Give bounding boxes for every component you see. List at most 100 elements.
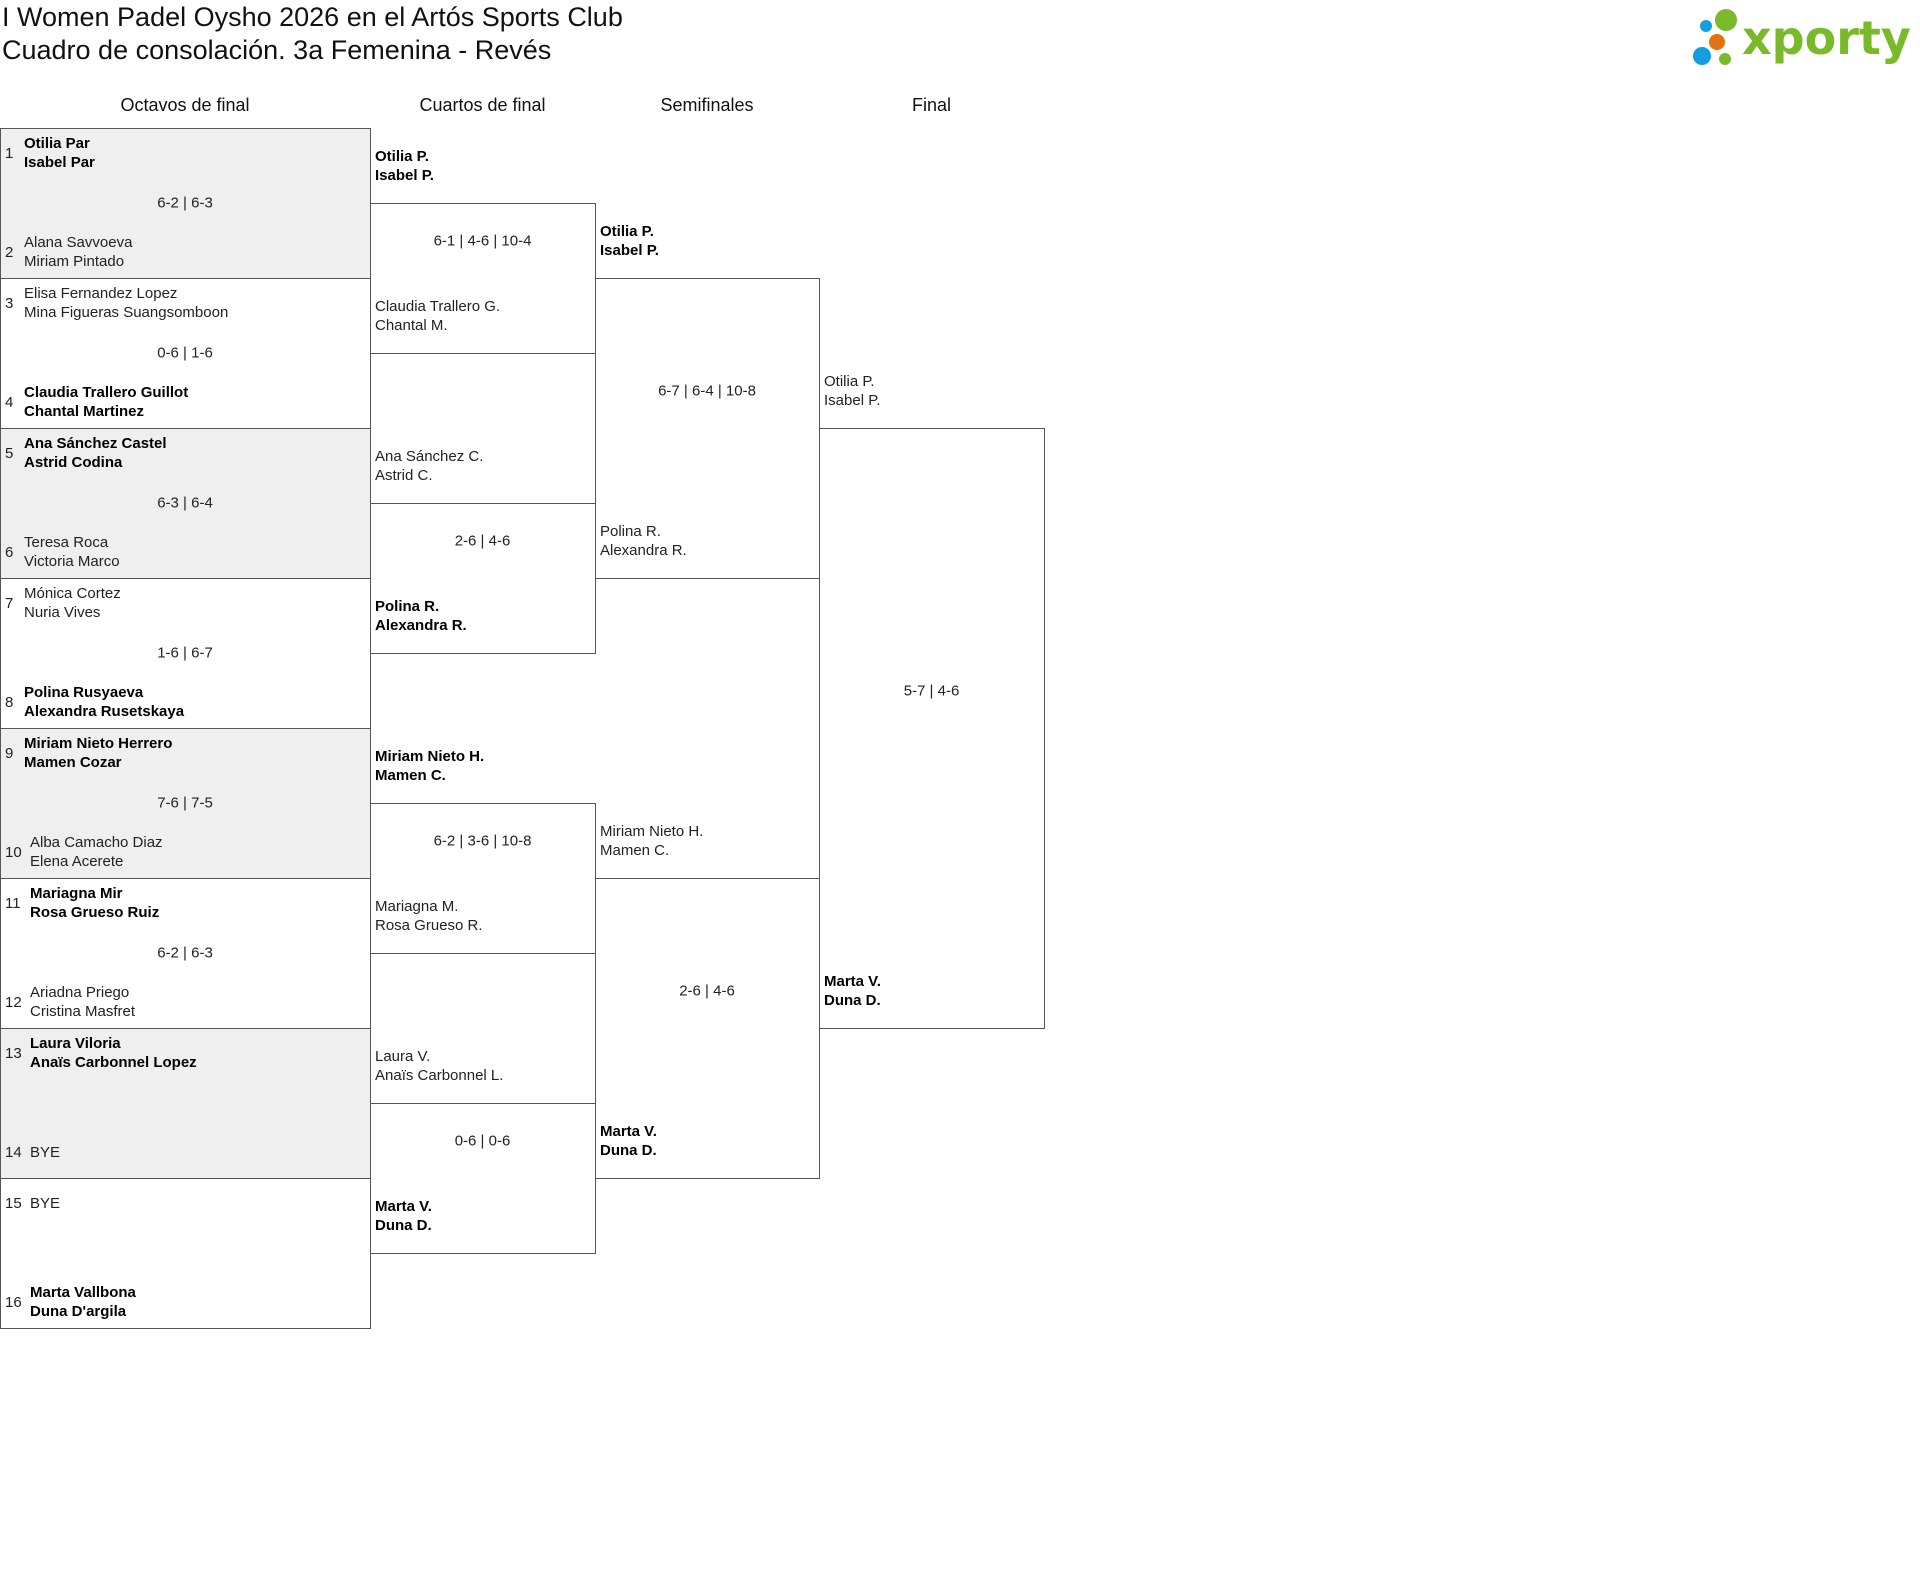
team-entry[interactable]: Polina R. Alexandra R. [375, 597, 467, 635]
player-name: Mina Figueras Suangsomboon [24, 304, 229, 321]
player-name: Alba Camacho Diaz [30, 834, 163, 851]
match-box [0, 728, 371, 879]
player-name: Claudia Trallero Guillot [24, 384, 189, 401]
xporty-logo[interactable]: xporty [1690, 4, 1915, 68]
match-score: 5-7 | 4-6 [903, 682, 960, 700]
player-name: Claudia Trallero G. [375, 298, 501, 315]
player-name: BYE [30, 1194, 61, 1212]
team-entry[interactable]: Claudia Trallero G. Chantal M. [375, 297, 500, 335]
team-entry[interactable]: Ariadna Priego Cristina Masfret [30, 983, 135, 1021]
team-entry[interactable]: Otilia P. Isabel P. [824, 372, 880, 410]
player-name: Teresa Roca [24, 534, 109, 551]
match-score: 2-6 | 4-6 [679, 982, 735, 1000]
team-entry[interactable]: Miriam Nieto H. Mamen C. [600, 822, 703, 860]
team-entry[interactable]: Mariagna Mir Rosa Grueso Ruiz [30, 884, 159, 922]
player-name: Elisa Fernandez Lopez [24, 285, 178, 302]
player-name: Mamen Cozar [24, 754, 122, 771]
match-score: 0-6 | 0-6 [454, 1132, 511, 1150]
team-entry[interactable]: Miriam Nieto H. Mamen C. [375, 747, 484, 785]
player-name: Astrid C. [375, 467, 433, 484]
team-entry[interactable]: Laura V. Anaïs Carbonnel L. [375, 1047, 503, 1085]
player-name: Isabel P. [600, 242, 659, 259]
player-name: Rosa Grueso Ruiz [30, 904, 160, 921]
team-entry[interactable]: Otilia P. Isabel P. [600, 222, 659, 260]
team-entry[interactable]: Otilia Par Isabel Par [24, 134, 95, 172]
team-entry[interactable]: Polina Rusyaeva Alexandra Rusetskaya [24, 683, 184, 721]
team-entry[interactable]: Polina R. Alexandra R. [600, 522, 687, 560]
player-name: Otilia P. [824, 373, 875, 390]
match-score: 1-6 | 6-7 [157, 644, 213, 661]
player-name: Alana Savvoeva [24, 234, 133, 251]
player-name: Marta V. [375, 1198, 432, 1215]
team-entry[interactable]: BYE [30, 1143, 60, 1162]
team-entry[interactable]: Ana Sánchez C. Astrid C. [375, 447, 483, 485]
player-name: Miriam Nieto Herrero [24, 735, 173, 752]
player-name: Otilia P. [600, 223, 654, 240]
team-entry[interactable]: Teresa Roca Victoria Marco [24, 533, 120, 571]
player-name: Miriam Nieto H. [375, 748, 485, 765]
seed-number: 13 [5, 1044, 22, 1062]
seed-number: 2 [5, 243, 14, 261]
logo-text: xporty [1742, 11, 1911, 65]
team-entry[interactable]: Mariagna M. Rosa Grueso R. [375, 897, 483, 935]
seed-number: 6 [5, 543, 14, 561]
seed-number: 15 [5, 1194, 22, 1212]
team-entry[interactable]: Elisa Fernandez Lopez Mina Figueras Suang… [24, 284, 228, 322]
match-score: 6-2 | 6-3 [157, 944, 213, 961]
player-name: Chantal M. [375, 317, 448, 334]
player-name: Alexandra R. [600, 542, 687, 559]
player-name: Isabel Par [24, 154, 95, 171]
team-entry[interactable]: Laura Viloria Anaïs Carbonnel Lopez [30, 1034, 197, 1072]
round-header: Cuartos de final [419, 95, 546, 115]
team-entry[interactable]: Marta Vallbona Duna D'argila [30, 1283, 136, 1321]
team-entry[interactable]: Marta V. Duna D. [600, 1122, 657, 1160]
round-header: Final [911, 95, 952, 115]
player-name: Isabel P. [824, 392, 881, 409]
player-name: Alexandra R. [375, 617, 467, 634]
seed-number: 8 [5, 693, 14, 711]
player-name: Laura Viloria [30, 1035, 121, 1052]
team-entry[interactable]: Claudia Trallero Guillot Chantal Martinez [24, 383, 188, 421]
match-score: 6-1 | 4-6 | 10-4 [433, 232, 532, 250]
team-entry[interactable]: Otilia P. Isabel P. [375, 147, 434, 185]
match-score: 6-3 | 6-4 [157, 494, 213, 511]
seed-number: 5 [5, 444, 14, 462]
player-name: Mónica Cortez [24, 585, 121, 602]
player-name: Duna D. [375, 1217, 432, 1234]
player-name: Marta V. [824, 973, 881, 990]
team-entry[interactable]: Marta V. Duna D. [824, 972, 881, 1010]
match-box [819, 428, 1045, 1029]
player-name: Duna D. [600, 1142, 657, 1159]
seed-number: 12 [5, 993, 22, 1011]
match-score: 6-2 | 6-3 [157, 194, 213, 211]
player-name: Ariadna Priego [30, 984, 130, 1001]
team-entry[interactable]: BYE [30, 1194, 60, 1213]
match-score: 2-6 | 4-6 [454, 532, 511, 550]
player-name: Polina R. [375, 598, 440, 615]
seed-number: 14 [5, 1143, 22, 1161]
team-entry[interactable]: Mónica Cortez Nuria Vives [24, 584, 121, 622]
team-entry[interactable]: Ana Sánchez Castel Astrid Codina [24, 434, 167, 472]
seed-number: 9 [5, 744, 14, 762]
player-name: Mariagna Mir [30, 885, 123, 902]
match-score: 6-2 | 3-6 | 10-8 [433, 832, 532, 850]
team-entry[interactable]: Miriam Nieto Herrero Mamen Cozar [24, 734, 172, 772]
player-name: Nuria Vives [24, 604, 101, 621]
team-entry[interactable]: Alba Camacho Diaz Elena Acerete [30, 833, 163, 871]
seed-number: 1 [5, 144, 14, 162]
seed-number: 16 [5, 1293, 22, 1311]
player-name: Mariagna M. [375, 898, 459, 915]
player-name: Miriam Pintado [24, 253, 125, 270]
round-header: Semifinales [660, 95, 754, 115]
round-header: Octavos de final [120, 95, 250, 115]
player-name: Ana Sánchez C. [375, 448, 484, 465]
match-score: 0-6 | 1-6 [157, 344, 213, 361]
team-entry[interactable]: Alana Savvoeva Miriam Pintado [24, 233, 132, 271]
player-name: Ana Sánchez Castel [24, 435, 167, 452]
match-score: 7-6 | 7-5 [157, 794, 213, 811]
team-entry[interactable]: Marta V. Duna D. [375, 1197, 432, 1235]
player-name: Mamen C. [375, 767, 446, 784]
player-name: Elena Acerete [30, 853, 124, 870]
seed-number: 3 [5, 294, 14, 312]
